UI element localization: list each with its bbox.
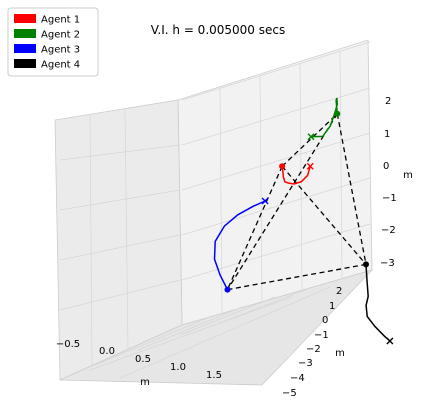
y-tick-labels: −5 −4 −3 −2 −1 012 <box>282 286 342 399</box>
x-tick-label: 1.5 <box>206 370 222 381</box>
y-tick-label: −5 <box>282 388 297 399</box>
y-tick-label: −4 <box>290 373 305 384</box>
trajectory-2 <box>310 97 339 138</box>
legend-swatch <box>14 44 36 53</box>
end-marker-2 <box>334 110 341 117</box>
z-tick-label: 2 <box>385 96 391 107</box>
z-axis-label: m <box>403 170 413 181</box>
y-tick-label: 2 <box>336 286 342 297</box>
connection-line <box>281 113 338 167</box>
legend-label: Agent 3 <box>41 45 80 56</box>
end-marker-4 <box>363 261 369 268</box>
connection-line <box>336 113 367 265</box>
connection-line <box>226 113 338 290</box>
start-marker-4 <box>386 337 394 345</box>
y-tick-label: −1 <box>314 330 329 341</box>
legend-swatch <box>14 29 36 38</box>
trajectories <box>213 97 394 345</box>
legend-label: Agent 1 <box>41 15 80 26</box>
z-tick-label: 1 <box>384 129 390 140</box>
start-marker-1 <box>306 162 314 170</box>
y-axis-label: m <box>335 348 345 359</box>
trajectory-4 <box>365 264 391 342</box>
connection-line <box>226 165 283 290</box>
grid-lines <box>59 41 371 379</box>
trajectory-3 <box>213 200 266 290</box>
legend-swatch <box>14 14 36 23</box>
z-tick-label: 0 <box>383 161 389 172</box>
trajectory-1 <box>281 166 311 185</box>
z-tick-label: −3 <box>380 258 395 269</box>
z-tick-label: −2 <box>381 225 396 236</box>
x-tick-label: 0.0 <box>99 346 115 357</box>
start-marker-3 <box>261 197 269 205</box>
agent-connections <box>226 113 367 291</box>
legend-label: Agent 2 <box>41 30 80 41</box>
chart-title: V.I. h = 0.005000 secs <box>151 23 286 37</box>
x-axis-label: m <box>140 377 150 388</box>
x-tick-label: −0.5 <box>56 339 80 350</box>
legend-swatch <box>14 59 36 68</box>
z-tick-label: −1 <box>382 193 397 204</box>
legend: Agent 1 Agent 2 Agent 3 Agent 4 <box>7 7 99 77</box>
end-marker-3 <box>224 286 231 293</box>
y-tick-label: −3 <box>298 358 313 369</box>
y-tick-label: 1 <box>329 301 335 312</box>
y-tick-label: 0 <box>322 315 328 326</box>
x-tick-label: 0.5 <box>135 354 151 365</box>
y-tick-label: −2 <box>306 344 321 355</box>
end-marker-1 <box>279 163 286 170</box>
legend-label: Agent 4 <box>41 60 80 71</box>
z-tick-labels: −3 −2 −1 0 1 2 <box>380 96 397 269</box>
floor-pane <box>59 269 374 386</box>
x-tick-label: 1.0 <box>170 362 186 373</box>
connection-line <box>227 263 367 291</box>
x-tick-labels: −0.5 0.0 0.5 1.0 1.5 <box>56 339 222 381</box>
start-marker-2 <box>307 133 315 141</box>
